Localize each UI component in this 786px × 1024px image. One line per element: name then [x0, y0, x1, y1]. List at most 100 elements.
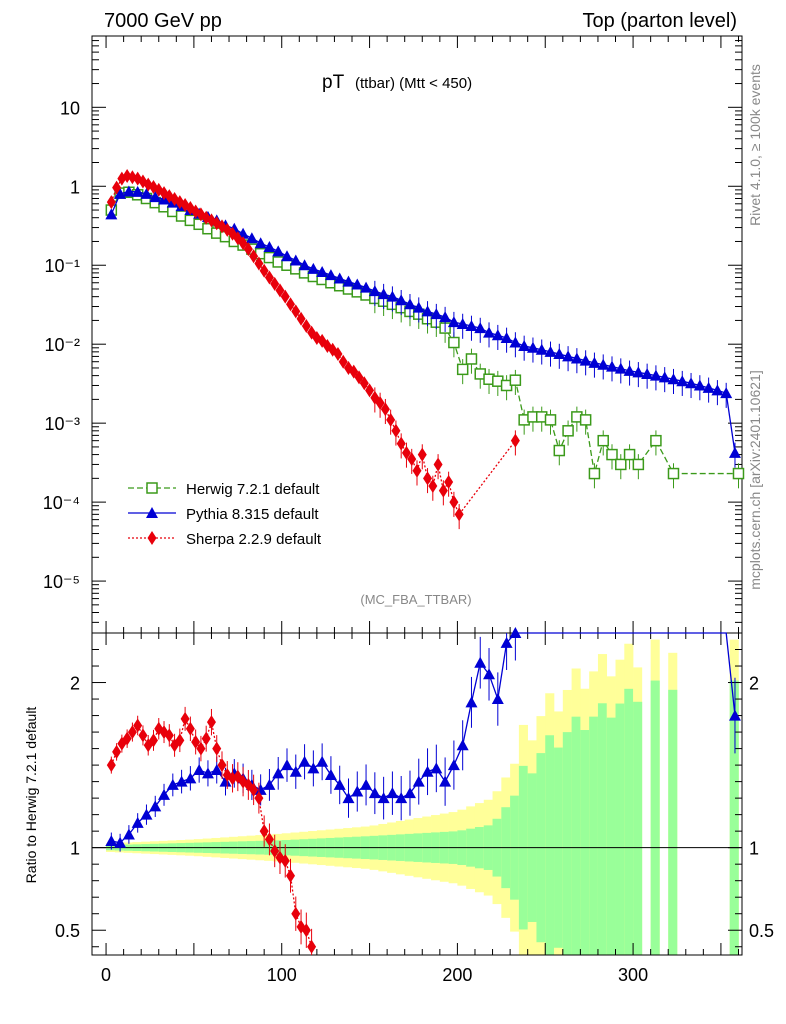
data-point — [444, 474, 454, 489]
data-point — [544, 345, 557, 357]
green-band-bin — [580, 730, 590, 955]
ratio-point — [206, 715, 216, 730]
data-point — [579, 414, 592, 426]
ratio-point — [483, 668, 496, 680]
ratio-point — [421, 765, 434, 777]
y-tick-label-ratio: 0.5 — [55, 921, 80, 941]
data-point — [106, 195, 116, 210]
ratio-point — [122, 828, 135, 840]
green-band-bin — [606, 717, 616, 955]
data-point — [243, 242, 253, 257]
data-point — [606, 360, 618, 372]
ratio-point — [180, 711, 190, 726]
ratio-point — [184, 772, 197, 784]
data-point — [324, 269, 337, 281]
data-point — [375, 395, 385, 410]
data-point — [553, 348, 566, 360]
y-tick-label-main: 10 — [60, 98, 80, 118]
analysis-tag: (MC_FBA_TTBAR) — [360, 592, 471, 607]
data-point — [509, 336, 522, 348]
data-point — [368, 285, 381, 297]
data-point — [447, 316, 460, 328]
data-point — [667, 373, 680, 385]
ratio-point — [249, 782, 259, 797]
data-point — [702, 381, 715, 393]
data-point — [438, 483, 448, 498]
data-point — [249, 249, 259, 264]
data-point — [105, 208, 118, 220]
data-point — [354, 370, 364, 385]
data-point — [433, 457, 443, 472]
ratio-point — [377, 792, 390, 804]
ratio-point — [728, 709, 741, 721]
data-point — [579, 354, 592, 366]
data-point — [338, 354, 348, 369]
ratio-point — [133, 718, 143, 733]
text-labels: 7000 GeV pp Top (parton level) pT (ttbar… — [23, 10, 774, 985]
ratio-point — [465, 696, 478, 708]
data-point — [667, 467, 680, 480]
data-point — [342, 275, 355, 287]
green-band-bin — [562, 732, 572, 955]
y-tick-label-ratio: 1 — [70, 839, 80, 859]
ratio-point — [456, 739, 469, 751]
ratio-point — [301, 923, 311, 938]
ratio-point — [193, 764, 206, 776]
data-point — [597, 358, 610, 370]
data-point — [562, 350, 575, 362]
ratio-point — [138, 728, 148, 743]
data-point — [632, 366, 645, 378]
data-point — [272, 245, 285, 257]
ratio-point — [447, 759, 460, 771]
data-point — [259, 263, 269, 278]
legend-marker — [147, 531, 157, 545]
data-point — [417, 447, 427, 462]
y-tick-label-ratio-right: 1 — [749, 839, 759, 859]
green-band-bin — [668, 689, 678, 955]
green-band-bin — [589, 716, 599, 955]
green-band-bin — [571, 716, 581, 955]
ratio-point — [263, 778, 276, 790]
data-point — [711, 384, 724, 396]
data-point — [275, 283, 285, 298]
data-point — [263, 241, 276, 253]
ratio-point — [131, 816, 144, 828]
green-band-bin — [624, 688, 634, 955]
ratio-point — [201, 767, 214, 779]
data-point — [386, 290, 399, 302]
axes-frames — [91, 35, 743, 956]
data-point — [500, 331, 513, 343]
data-point — [562, 425, 574, 437]
data-point — [423, 471, 433, 486]
ratio-point — [474, 656, 487, 668]
chart-title-main: pT — [322, 72, 345, 93]
green-band-bin — [650, 680, 660, 955]
data-point — [606, 448, 618, 461]
data-point — [615, 458, 627, 471]
header-left: 7000 GeV pp — [104, 10, 222, 32]
data-point — [454, 507, 464, 522]
data-point — [386, 412, 396, 427]
ratio-point — [149, 800, 162, 812]
data-point — [641, 367, 654, 379]
data-point — [238, 236, 248, 251]
ratio-point — [166, 778, 179, 790]
y-tick-label-ratio-right: 0.5 — [749, 921, 774, 941]
header-right: Top (parton level) — [582, 10, 737, 32]
ratio-point — [212, 741, 222, 756]
data-point — [465, 353, 478, 365]
ratio-point — [175, 733, 185, 748]
data-point — [623, 364, 636, 376]
chart-title-sub: (ttbar) (Mtt < 450) — [355, 75, 472, 92]
data-point — [254, 237, 267, 249]
y-tick-label-main: 1 — [70, 177, 80, 197]
legend: Herwig 7.2.1 default Pythia 8.315 defaul… — [186, 481, 322, 548]
data-point — [553, 444, 566, 457]
x-tick-label: 200 — [442, 965, 472, 985]
ratio-point — [439, 775, 452, 787]
green-band-bin — [729, 680, 739, 955]
green-band-bin — [633, 701, 643, 955]
data-point — [412, 301, 425, 313]
data-point — [359, 376, 369, 391]
ratio-point — [254, 783, 267, 795]
